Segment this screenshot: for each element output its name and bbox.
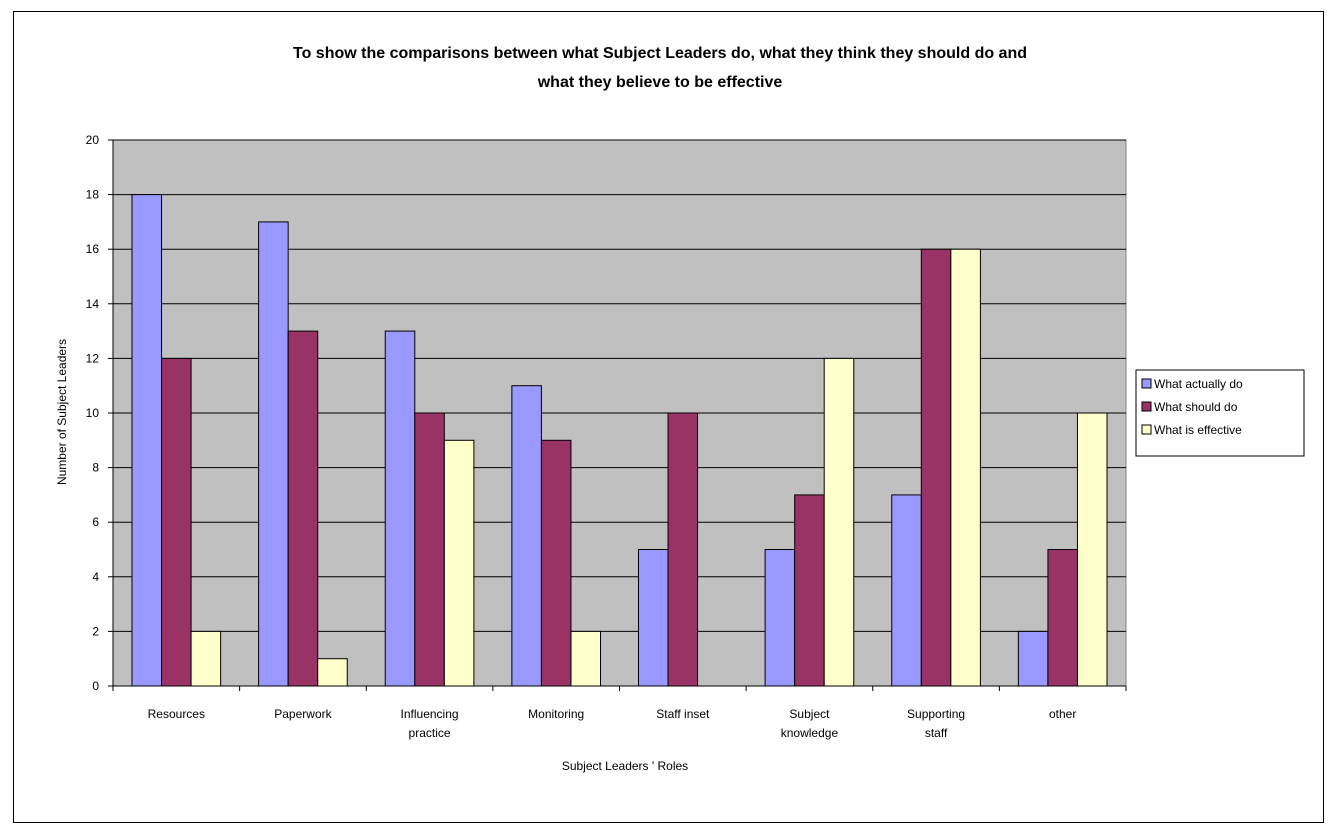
x-tick-label: other bbox=[1049, 707, 1076, 721]
legend-label: What actually do bbox=[1154, 377, 1243, 391]
y-tick-label: 6 bbox=[92, 515, 99, 529]
bar bbox=[541, 440, 571, 686]
bar bbox=[444, 440, 474, 686]
x-tick-label: Supporting staff bbox=[907, 707, 965, 740]
chart-title-line-2: what they believe to be effective bbox=[537, 74, 783, 91]
x-tick-label: Monitoring bbox=[528, 707, 584, 721]
x-tick-label: Subject knowledge bbox=[781, 707, 839, 740]
bar bbox=[259, 222, 289, 686]
y-tick-label: 12 bbox=[86, 351, 100, 365]
y-tick-labels: 0 2 4 6 8 10 12 14 16 18 20 bbox=[86, 133, 100, 693]
x-axis-title: Subject Leaders ' Roles bbox=[562, 759, 688, 773]
x-tick-label: Paperwork bbox=[274, 707, 332, 721]
x-tick-label: Influencing practice bbox=[401, 707, 459, 740]
bar bbox=[318, 659, 348, 686]
bar bbox=[892, 495, 922, 686]
x-tick-label: Resources bbox=[148, 707, 205, 721]
bar bbox=[415, 413, 445, 686]
y-tick-label: 10 bbox=[86, 406, 100, 420]
legend-label: What is effective bbox=[1154, 423, 1242, 437]
legend: What actually do What should do What is ef… bbox=[1136, 370, 1304, 456]
bar bbox=[824, 358, 854, 686]
y-tick-label: 2 bbox=[92, 624, 99, 638]
legend-swatch bbox=[1142, 425, 1151, 434]
chart-title-line-1: To show the comparisons between what Sub… bbox=[293, 45, 1027, 62]
x-tick-label: Staff inset bbox=[656, 707, 710, 721]
bar bbox=[795, 495, 825, 686]
y-tick-label: 14 bbox=[86, 297, 100, 311]
bar bbox=[668, 413, 698, 686]
bar bbox=[1018, 631, 1048, 686]
bar bbox=[571, 631, 601, 686]
bar bbox=[191, 631, 221, 686]
bar bbox=[132, 195, 162, 686]
y-tick-label: 20 bbox=[86, 133, 100, 147]
y-tick-label: 8 bbox=[92, 461, 99, 475]
y-tick-label: 0 bbox=[92, 679, 99, 693]
legend-label: What should do bbox=[1154, 400, 1238, 414]
y-tick-label: 16 bbox=[86, 242, 100, 256]
bar bbox=[638, 550, 668, 687]
bar bbox=[765, 550, 795, 687]
y-axis-title: Number of Subject Leaders bbox=[55, 339, 69, 485]
bar bbox=[162, 358, 192, 686]
legend-swatch bbox=[1142, 402, 1151, 411]
bar bbox=[385, 331, 415, 686]
legend-swatch bbox=[1142, 379, 1151, 388]
bar bbox=[921, 249, 951, 686]
bar bbox=[512, 386, 542, 686]
x-tick-labels: Resources Paperwork Influencing practice Mon… bbox=[148, 707, 1077, 740]
bar bbox=[951, 249, 981, 686]
y-tick-label: 4 bbox=[92, 570, 99, 584]
bar bbox=[288, 331, 318, 686]
bar bbox=[1048, 550, 1078, 687]
bar bbox=[1077, 413, 1107, 686]
chart-title: To show the comparisons between what Sub… bbox=[293, 45, 1027, 91]
y-tick-label: 18 bbox=[86, 188, 100, 202]
